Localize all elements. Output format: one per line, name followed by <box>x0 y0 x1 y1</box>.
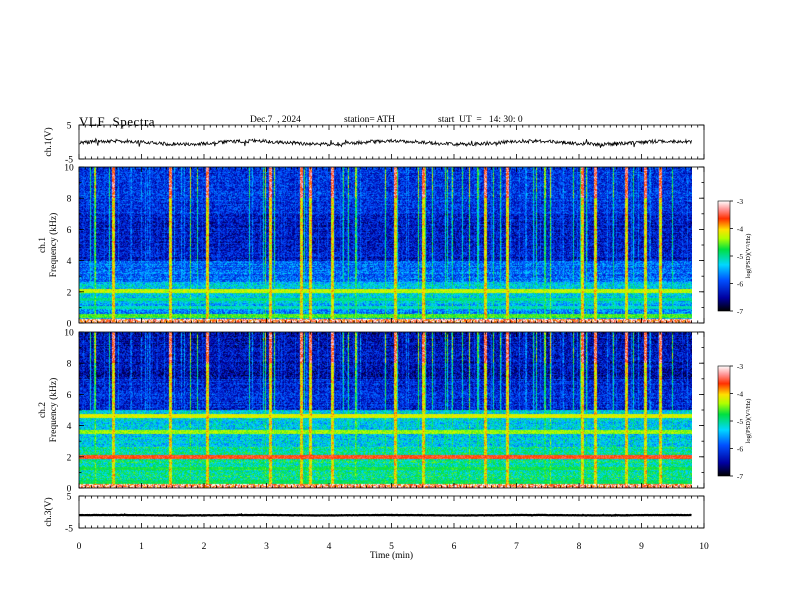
colorbar-tick-label: -3 <box>737 197 743 206</box>
ch1-spectrogram-channel-label: ch.1 <box>38 237 48 253</box>
colorbar-2 <box>717 365 731 477</box>
ch3-waveform-trace <box>78 513 692 518</box>
x-tick-label: 2 <box>202 542 207 552</box>
ch1-spectrogram-image <box>79 167 692 323</box>
ch3-waveform-ytick-label: -5 <box>65 525 73 535</box>
ch3-waveform-ytick-label: 5 <box>67 493 72 503</box>
colorbar-tick-label: -6 <box>737 280 743 289</box>
ch2-spectrogram-ytick-label: 10 <box>64 329 74 339</box>
ch1-spectrogram-ytick-label: 4 <box>67 257 72 267</box>
x-tick-label: 10 <box>699 542 709 552</box>
colorbar-tick-label: -7 <box>737 307 743 316</box>
colorbar-label: log(PSD)(V²/Hz) <box>745 234 752 279</box>
ch2-spectrogram-ytick-label: 2 <box>67 453 72 463</box>
colorbar-tick-label: -5 <box>737 417 743 426</box>
colorbar-label: log(PSD)(V²/Hz) <box>745 399 752 444</box>
colorbar-tick-label: -5 <box>737 252 743 261</box>
ch1-waveform-ytick-label: 5 <box>67 122 72 132</box>
start-time-label: start UT = 14: 30: 0 <box>438 115 523 125</box>
colorbar-tick-label: -7 <box>737 472 743 481</box>
ch3-waveform-ylabel: ch.3(V) <box>43 497 54 526</box>
colorbar-tick-label: -4 <box>737 390 743 399</box>
ch1-waveform-ylabel: ch.1(V) <box>43 127 54 156</box>
x-tick-label: 0 <box>77 542 82 552</box>
x-tick-label: 4 <box>327 542 332 552</box>
station-label: station= ATH <box>344 115 396 125</box>
ch1-spectrogram-ytick-label: 2 <box>67 288 72 298</box>
x-tick-label: 8 <box>577 542 582 552</box>
ch1-spectrogram-ytick-label: 6 <box>67 226 72 236</box>
ch2-spectrogram-ytick-label: 0 <box>67 485 72 495</box>
ch2-spectrogram-ytick-label: 4 <box>67 422 72 432</box>
x-axis-label: Time (min) <box>370 550 413 561</box>
x-tick-label: 3 <box>264 542 269 552</box>
x-tick-label: 5 <box>389 542 394 552</box>
ch1-spectrogram-ylabel: Frequency (kHz) <box>48 213 59 278</box>
x-tick-label: 6 <box>452 542 457 552</box>
x-tick-label: 7 <box>514 542 519 552</box>
x-tick-label: 1 <box>139 542 144 552</box>
ch2-spectrogram-ytick-label: 8 <box>67 360 72 370</box>
ch2-spectrogram-ytick-label: 6 <box>67 391 72 401</box>
ch1-spectrogram-ytick-label: 10 <box>64 164 74 174</box>
ch2-spectrogram-channel-label: ch.2 <box>38 402 48 418</box>
ch1-waveform-ytick-label: -5 <box>65 156 73 166</box>
ch2-spectrogram-image <box>79 332 692 488</box>
ch1-waveform-trace <box>78 137 692 148</box>
ch2-spectrogram-ylabel: Frequency (kHz) <box>48 378 59 443</box>
x-tick-label: 9 <box>639 542 644 552</box>
ch1-spectrogram-ytick-label: 8 <box>67 195 72 205</box>
date-label: Dec.7 , 2024 <box>250 115 301 125</box>
colorbar-tick-label: -3 <box>737 362 743 371</box>
colorbar-tick-label: -6 <box>737 445 743 454</box>
ch1-spectrogram-ytick-label: 0 <box>67 320 72 330</box>
colorbar-1 <box>717 200 731 312</box>
colorbar-tick-label: -4 <box>737 225 743 234</box>
